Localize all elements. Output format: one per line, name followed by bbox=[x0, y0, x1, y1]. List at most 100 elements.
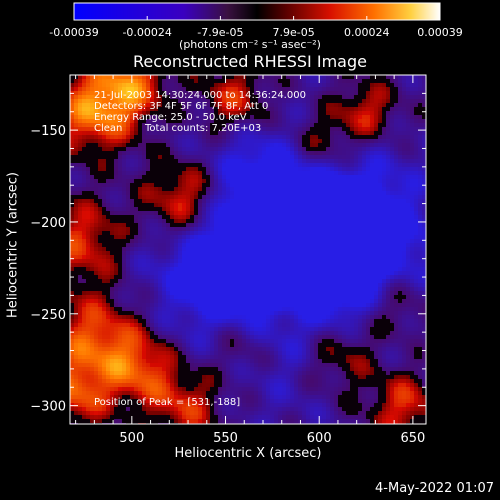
heatmap-cell bbox=[134, 87, 139, 92]
heatmap-cell bbox=[370, 147, 375, 152]
heatmap-cell bbox=[118, 287, 123, 292]
heatmap-cell bbox=[422, 283, 426, 288]
heatmap-cell bbox=[130, 283, 135, 288]
heatmap-cell bbox=[110, 271, 115, 276]
heatmap-cell bbox=[94, 227, 99, 232]
heatmap-cell bbox=[390, 259, 395, 264]
heatmap-cell bbox=[198, 179, 203, 184]
heatmap-cell bbox=[182, 171, 187, 176]
heatmap-cell bbox=[306, 147, 311, 152]
heatmap-cell bbox=[374, 179, 379, 184]
heatmap-cell bbox=[178, 199, 183, 204]
heatmap-cell bbox=[410, 155, 415, 160]
colorbar bbox=[73, 2, 441, 21]
heatmap-cell bbox=[366, 187, 371, 192]
heatmap-cell bbox=[182, 239, 187, 244]
heatmap-cell bbox=[150, 243, 155, 248]
heatmap-cell bbox=[270, 139, 275, 144]
heatmap-cell bbox=[126, 115, 131, 120]
heatmap-cell bbox=[406, 195, 411, 200]
heatmap-cell bbox=[190, 199, 195, 204]
heatmap-cell bbox=[238, 111, 243, 116]
heatmap-cell bbox=[318, 151, 323, 156]
heatmap-cell bbox=[294, 283, 299, 288]
heatmap-cell bbox=[170, 99, 175, 104]
heatmap-cell bbox=[142, 107, 147, 112]
heatmap-cell bbox=[378, 115, 383, 120]
heatmap-cell bbox=[382, 255, 387, 260]
heatmap-cell bbox=[154, 191, 159, 196]
heatmap-cell bbox=[410, 131, 415, 136]
heatmap-cell bbox=[90, 287, 95, 292]
heatmap-cell bbox=[158, 115, 163, 120]
heatmap-cell bbox=[206, 235, 211, 240]
heatmap-cell bbox=[90, 279, 95, 284]
heatmap-cell bbox=[350, 283, 355, 288]
heatmap-cell bbox=[162, 211, 167, 216]
heatmap-cell bbox=[410, 227, 415, 232]
heatmap-cell bbox=[162, 275, 167, 280]
heatmap-cell bbox=[270, 295, 275, 300]
heatmap-cell bbox=[338, 147, 343, 152]
heatmap-cell bbox=[246, 163, 251, 168]
heatmap-cell bbox=[418, 227, 423, 232]
heatmap-cell bbox=[318, 187, 323, 192]
heatmap-cell bbox=[402, 191, 407, 196]
heatmap-cell bbox=[414, 255, 419, 260]
heatmap-cell bbox=[358, 235, 363, 240]
heatmap-cell bbox=[138, 203, 143, 208]
heatmap-cell bbox=[226, 147, 231, 152]
heatmap-cell bbox=[410, 235, 415, 240]
heatmap-cell bbox=[210, 187, 215, 192]
heatmap-cell bbox=[386, 163, 391, 168]
heatmap-cell bbox=[258, 83, 263, 88]
heatmap-cell bbox=[146, 135, 151, 140]
heatmap-cell bbox=[334, 119, 339, 124]
heatmap-cell bbox=[142, 179, 147, 184]
heatmap-cell bbox=[150, 231, 155, 236]
heatmap-cell bbox=[374, 227, 379, 232]
heatmap-cell bbox=[322, 195, 327, 200]
heatmap-cell bbox=[90, 135, 95, 140]
heatmap-cell bbox=[170, 75, 175, 80]
heatmap-cell bbox=[110, 247, 115, 252]
heatmap-cell bbox=[362, 95, 367, 100]
heatmap-cell bbox=[330, 279, 335, 284]
heatmap-cell bbox=[258, 243, 263, 248]
heatmap-cell bbox=[134, 223, 139, 228]
heatmap-cell bbox=[282, 175, 287, 180]
heatmap-cell bbox=[382, 195, 387, 200]
heatmap-cell bbox=[246, 279, 251, 284]
heatmap-cell bbox=[334, 203, 339, 208]
heatmap-cell bbox=[246, 115, 251, 120]
heatmap-cell bbox=[330, 95, 335, 100]
heatmap-cell bbox=[210, 219, 215, 224]
heatmap-cell bbox=[254, 139, 259, 144]
heatmap-cell bbox=[410, 99, 415, 104]
heatmap-cell bbox=[350, 139, 355, 144]
heatmap-cell bbox=[122, 203, 127, 208]
heatmap-cell bbox=[370, 207, 375, 212]
heatmap-cell bbox=[318, 243, 323, 248]
heatmap-cell bbox=[238, 247, 243, 252]
heatmap-cell bbox=[150, 275, 155, 280]
heatmap-cell bbox=[274, 139, 279, 144]
heatmap-cell bbox=[378, 143, 383, 148]
heatmap-cell bbox=[158, 183, 163, 188]
heatmap-cell bbox=[226, 167, 231, 172]
heatmap-cell bbox=[178, 279, 183, 284]
heatmap-cell bbox=[286, 279, 291, 284]
heatmap-cell bbox=[142, 259, 147, 264]
heatmap-cell bbox=[382, 223, 387, 228]
heatmap-cell bbox=[246, 275, 251, 280]
heatmap-cell bbox=[214, 103, 219, 108]
heatmap-cell bbox=[282, 115, 287, 120]
heatmap-cell bbox=[230, 151, 235, 156]
heatmap-cell bbox=[298, 259, 303, 264]
heatmap-cell bbox=[346, 107, 351, 112]
heatmap-cell bbox=[122, 287, 127, 292]
heatmap-cell bbox=[362, 115, 367, 120]
heatmap-cell bbox=[234, 139, 239, 144]
heatmap-cell bbox=[122, 123, 127, 128]
heatmap-cell bbox=[334, 99, 339, 104]
